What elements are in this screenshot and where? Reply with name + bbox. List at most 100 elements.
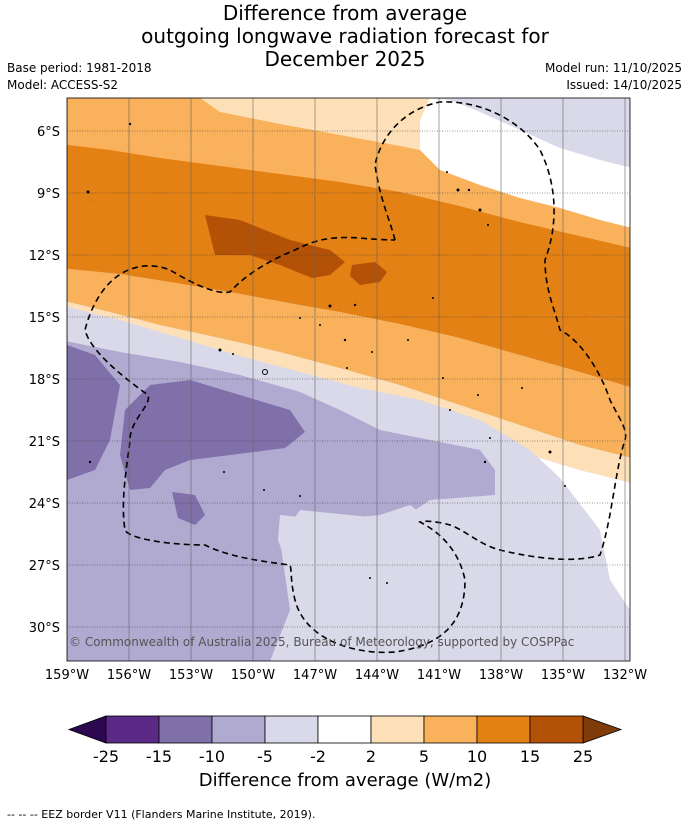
eez-border-north: [84, 101, 627, 654]
island-dot: [369, 577, 371, 579]
colorbar-swatch: [370, 715, 425, 744]
island-dot: [432, 297, 434, 299]
lon-tick-label: 153°W: [169, 668, 213, 683]
title-line-3: December 2025: [264, 47, 426, 71]
colorbar-tick-label: 25: [573, 747, 593, 766]
island-dot: [299, 495, 301, 497]
lat-tick-label: 12°S: [29, 249, 60, 264]
island-dot: [548, 450, 552, 454]
colorbar-tick-label: -15: [146, 747, 172, 766]
island-dot: [232, 353, 234, 355]
island-dot: [319, 324, 321, 326]
colorbar-label: Difference from average (W/m2): [198, 770, 492, 791]
band-neg-10-to-15-central: [120, 380, 305, 490]
lat-tick-label: 18°S: [29, 373, 60, 388]
band-pos-10-to-15-north-core: [67, 144, 630, 323]
island-dot: [442, 377, 444, 379]
band-neg-2-to-5-north: [425, 98, 630, 168]
island-dot: [489, 437, 491, 439]
colorbar-swatch: [317, 715, 372, 744]
lon-tick-label: 132°W: [603, 668, 647, 683]
colorbar-over-arrow: [582, 715, 623, 744]
meta-right: Model run: 11/10/2025 Issued: 14/10/2025: [545, 60, 682, 94]
gridlines: [67, 98, 630, 661]
band-neg-10-to-15-small: [172, 492, 205, 525]
island-dot: [456, 188, 460, 192]
colorbar-tick-label: -25: [93, 747, 119, 766]
lon-tick-label: 150°W: [231, 668, 275, 683]
base-period: Base period: 1981-2018: [7, 61, 152, 75]
lat-tick-label: 30°S: [29, 621, 60, 636]
lon-tick-label: 135°W: [541, 668, 585, 683]
colorbar-swatch: [476, 715, 531, 744]
lat-tick-label: 9°S: [37, 187, 60, 202]
island-dot: [386, 582, 388, 584]
colorbar-swatch: [211, 715, 266, 744]
island-dot: [353, 303, 357, 307]
lon-tick-label: 141°W: [417, 668, 461, 683]
colorbar-swatch: [264, 715, 319, 744]
band-neg-2-to-5-sw: [278, 505, 470, 661]
island-dot: [467, 188, 471, 192]
colorbar: -25 -15 -10 -5 -2 2 5 10 15 25: [67, 715, 623, 766]
island-dot: [449, 409, 451, 411]
band-pos-15-to-25-small: [350, 262, 387, 285]
island-dot: [262, 369, 268, 375]
model-name: Model: ACCESS-S2: [7, 78, 119, 92]
island-dot: [371, 351, 373, 353]
island-dot: [483, 460, 487, 464]
colorbar-tick-label: 5: [419, 747, 429, 766]
island-dot: [477, 394, 479, 396]
lat-tick-label: 27°S: [29, 559, 60, 574]
island-dot: [478, 208, 482, 212]
lat-tick-label: 15°S: [29, 311, 60, 326]
map-plot-area: [67, 98, 630, 661]
meta-left: Base period: 1981-2018 Model: ACCESS-S2: [7, 60, 152, 94]
colorbar-tick-label: -5: [257, 747, 273, 766]
island-dot: [88, 460, 92, 464]
island-dot: [218, 348, 222, 352]
colorbar-swatch: [105, 715, 160, 744]
colorbar-swatch: [423, 715, 478, 744]
colorbar-swatch: [158, 715, 213, 744]
lon-tick-label: 147°W: [293, 668, 337, 683]
map-frame: [66, 97, 631, 662]
latitude-labels: 6°S 9°S 12°S 15°S 18°S 21°S 24°S 27°S 30°S: [29, 125, 60, 636]
colorbar-tick-label: 10: [467, 747, 487, 766]
longitude-labels: 159°W 156°W 153°W 150°W 147°W 144°W 141°W 138°W…: [45, 668, 647, 683]
colorbar-swatch: [529, 715, 584, 744]
island-dot: [521, 387, 523, 389]
colorbar-tick-label: -2: [310, 747, 326, 766]
island-dot: [564, 485, 566, 487]
colorbar-tick-label: -10: [199, 747, 225, 766]
island-dot: [343, 338, 347, 342]
chart-title: Difference from average outgoing longwav…: [0, 2, 690, 71]
lat-tick-label: 6°S: [37, 125, 60, 140]
band-pos-15-to-25-core: [205, 215, 345, 278]
lon-tick-label: 159°W: [45, 668, 89, 683]
colorbar-tick-label: 2: [366, 747, 376, 766]
colorbar-under-arrow: [67, 715, 107, 744]
lon-tick-label: 156°W: [107, 668, 151, 683]
island-dot: [487, 224, 489, 226]
lon-tick-label: 138°W: [479, 668, 523, 683]
model-run: Model run: 11/10/2025: [544, 61, 682, 75]
issued-date: Issued: 14/10/2025: [566, 78, 682, 92]
island-dot: [263, 489, 265, 491]
island-dot: [299, 317, 301, 319]
eez-legend-note: -- -- -- EEZ border V11 (Flanders Marine…: [7, 808, 316, 821]
island-dot: [328, 304, 332, 308]
island-dot: [223, 471, 225, 473]
colorbar-tick-label: 15: [520, 747, 540, 766]
island-dot: [407, 339, 409, 341]
title-line-2: outgoing longwave radiation forecast for: [141, 24, 549, 48]
copyright-notice: © Commonwealth of Australia 2025, Bureau…: [69, 635, 574, 649]
title-line-1: Difference from average: [222, 1, 468, 25]
lat-tick-label: 21°S: [29, 435, 60, 450]
island-dot: [446, 171, 448, 173]
lon-tick-label: 144°W: [355, 668, 399, 683]
band-pos-5-to-10-south: [67, 268, 630, 458]
island-dot: [128, 122, 132, 126]
island-dot: [346, 367, 348, 369]
